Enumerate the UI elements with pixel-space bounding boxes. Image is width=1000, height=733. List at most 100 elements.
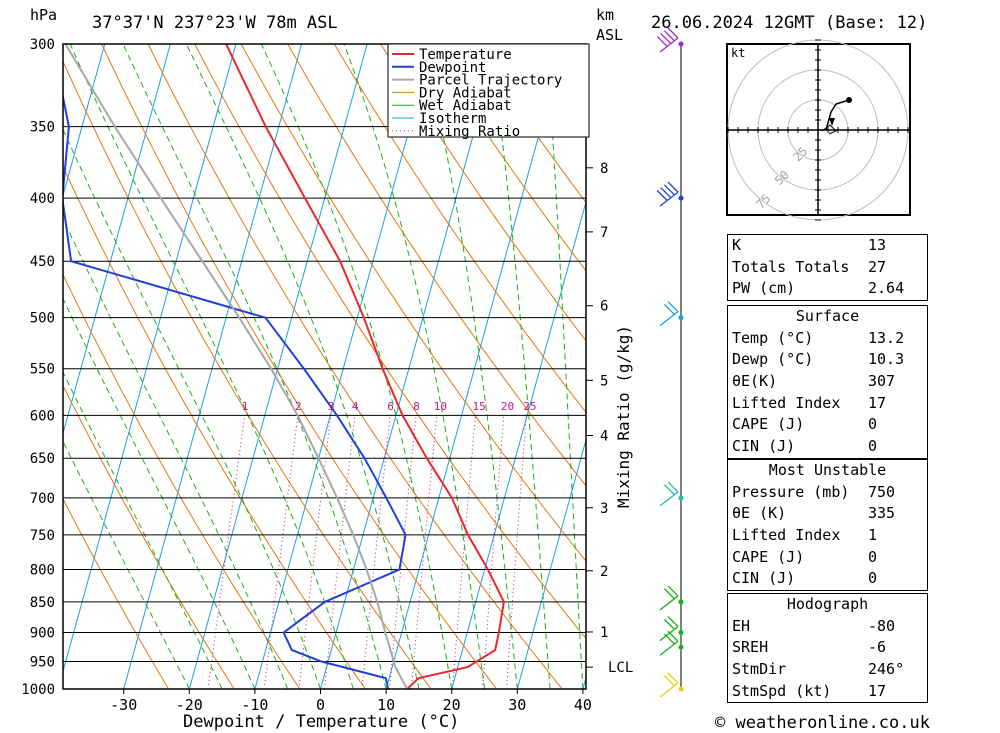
asl-unit-label: ASL: [596, 26, 623, 44]
wind-barb-feather: [656, 190, 668, 201]
isotherm-line: [188, 44, 368, 689]
index-row: θE(K) 307: [728, 371, 927, 393]
surface-heading: Surface: [795, 307, 860, 325]
legend-entry: Wet Adiabat: [419, 98, 512, 114]
height-tick-label: 3: [600, 501, 608, 517]
legend-entry: Dewpoint: [419, 60, 486, 76]
index-value: 13.2: [868, 328, 905, 347]
legend-entry: Parcel Trajectory: [419, 73, 562, 89]
hodograph-unit-label: kt: [731, 46, 745, 60]
temp-tick-label: 0: [316, 696, 325, 714]
mixing-ratio-label: 20: [501, 400, 514, 413]
index-label: Pressure (mb): [732, 482, 850, 501]
height-tick-label: 5: [600, 373, 608, 389]
pressure-tick-label: 300: [30, 37, 55, 53]
pressure-tick-label: 900: [30, 626, 55, 642]
surface-indices-panel: Surface Temp (°C) 13.2 Dewp (°C) 10.3 θE(K) 3…: [727, 305, 928, 459]
wind-level-dot: [678, 644, 684, 650]
most-unstable-panel: Most Unstable Pressure (mb) 750 θE (K) 335 L…: [727, 459, 928, 592]
legend-entry: Dry Adiabat: [419, 85, 512, 101]
pressure-tick-label: 450: [30, 254, 55, 270]
index-label: CIN (J): [732, 437, 796, 456]
pressure-tick-label: 350: [30, 120, 55, 136]
wind-barb-staff: [659, 595, 679, 611]
isotherm-line: [123, 44, 303, 689]
wind-barb-feather: [667, 672, 679, 684]
isotherm-line: [63, 44, 106, 198]
index-value: 307: [868, 372, 896, 391]
wind-barb-staff: [659, 640, 679, 656]
temp-tick-label: -20: [176, 696, 203, 714]
index-value: 13: [868, 236, 887, 254]
wind-barb-staff: [659, 191, 679, 207]
isotherm-line: [320, 44, 499, 689]
wet-adiabat-line: [69, 44, 354, 689]
wind-barb-feather: [663, 484, 675, 496]
height-tick-label: 4: [600, 428, 608, 444]
index-row: StmDir 246°: [728, 659, 927, 681]
mixing-ratio-label: 2: [295, 400, 302, 413]
isotherm-line: [254, 44, 434, 689]
wind-barb: [659, 672, 679, 698]
wind-level-dot: [678, 495, 684, 501]
index-row: K 13: [728, 235, 927, 257]
mixing-ratio-label: 25: [523, 400, 536, 413]
pressure-tick-label: 850: [30, 595, 55, 611]
wind-barb-feather: [663, 184, 675, 196]
wind-barb: [659, 616, 679, 642]
pressure-tick-label: 800: [30, 562, 55, 578]
wind-barb-feather: [663, 633, 675, 645]
pressure-tick-label: 500: [30, 311, 55, 327]
dry-adiabat-line: [333, 44, 586, 414]
hodograph-trace: [825, 99, 850, 131]
location-title: 37°37'N 237°23'W 78m ASL: [92, 13, 338, 33]
mixing-ratio-line: [324, 415, 356, 689]
index-value: 0: [868, 547, 878, 566]
index-label: StmSpd (kt): [732, 681, 832, 700]
wind-barb-feather: [663, 618, 675, 630]
mixing-ratio-line: [298, 415, 332, 689]
index-label: Dewp (°C): [732, 350, 814, 369]
wind-level-dot: [678, 41, 684, 47]
isotherm-line: [63, 44, 171, 436]
wind-level-dot: [678, 630, 684, 636]
pressure-tick-label: 1000: [21, 682, 55, 698]
wind-level-dot: [678, 686, 684, 692]
wind-barb: [659, 585, 679, 611]
index-value: 750: [868, 482, 896, 501]
index-label: θE (K): [732, 504, 787, 523]
pressure-tick-label: 400: [30, 191, 55, 207]
x-axis-title: Dewpoint / Temperature (°C): [183, 712, 459, 732]
wind-barb-feather: [660, 187, 672, 199]
wind-barb-staff: [659, 682, 679, 698]
wind-barb-staff: [659, 37, 679, 53]
dry-adiabat-line: [63, 165, 366, 689]
wind-barb-staff: [659, 491, 679, 507]
temp-tick-label: -30: [110, 696, 137, 714]
index-label: K: [732, 236, 742, 254]
index-value: 17: [868, 393, 887, 412]
isotherm-line: [451, 200, 586, 689]
temp-tick-label: 40: [574, 696, 592, 714]
hodograph-surface-segment: [821, 124, 837, 135]
most-unstable-heading: Most Unstable: [768, 461, 887, 479]
index-row: Dewp (°C) 10.3: [728, 349, 927, 371]
index-label: CAPE (J): [732, 415, 805, 434]
index-row: SREH -6: [728, 637, 927, 659]
index-value: 17: [868, 681, 887, 700]
wind-barb-feather: [667, 481, 679, 493]
temp-tick-label: 30: [508, 696, 526, 714]
wind-level-dot: [678, 315, 684, 321]
index-label: Totals Totals: [732, 257, 850, 276]
mixing-ratio-line: [482, 415, 505, 689]
isotherm-line: [63, 44, 237, 674]
temp-tick-label: -10: [241, 696, 268, 714]
index-value: 10.3: [868, 350, 905, 369]
wet-adiabat-line: [63, 371, 223, 689]
wind-barb: [656, 27, 679, 53]
basic-indices-panel: K 13 Totals Totals 27 PW (cm) 2.64: [727, 234, 928, 302]
legend-entry: Isotherm: [419, 111, 486, 127]
height-tick-label: 1: [600, 625, 608, 641]
